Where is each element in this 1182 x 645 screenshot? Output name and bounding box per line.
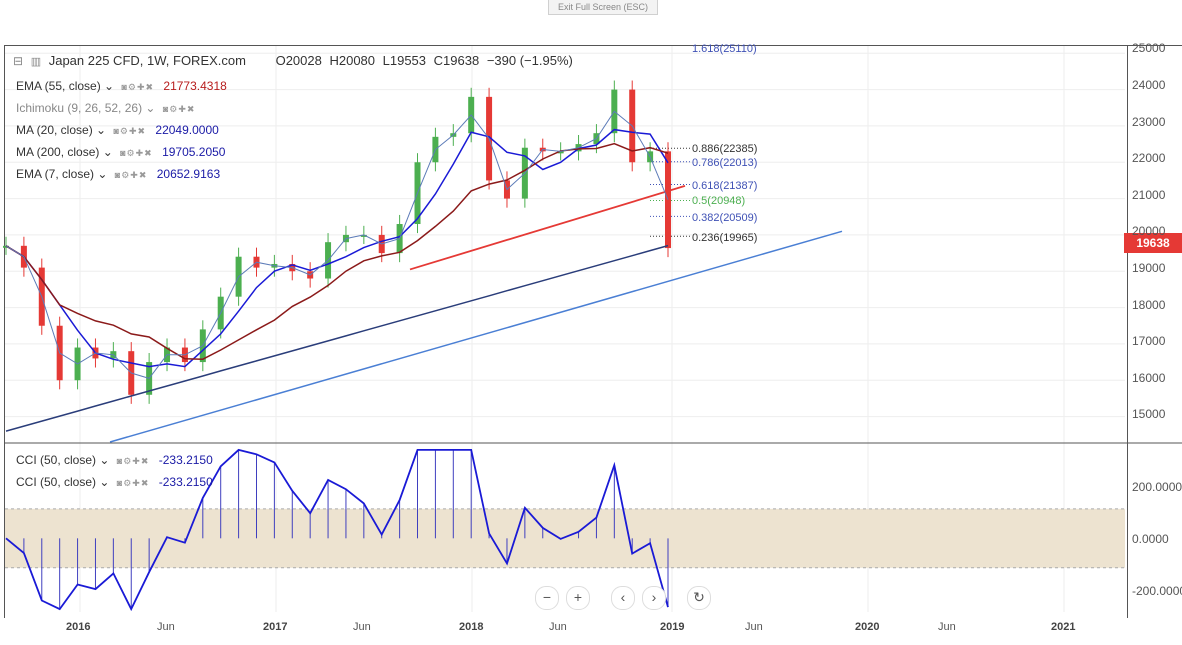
time-tick: 2019 — [660, 621, 685, 633]
price-tick: 20000 — [1132, 224, 1166, 238]
time-tick: Jun — [549, 621, 567, 633]
cci-legend-1[interactable]: CCI (50, close) ⌄ ◙⚙✚✖ -233.2150 — [16, 453, 213, 467]
ohlc-change: −390 (−1.95%) — [486, 53, 573, 68]
time-tick: Jun — [157, 621, 175, 633]
price-tick: 23000 — [1132, 115, 1166, 129]
chevron-down-icon[interactable]: ⌄ — [99, 453, 110, 467]
price-tick: 18000 — [1132, 298, 1166, 312]
cci-tick: -200.0000 — [1132, 584, 1182, 598]
scroll-right-button[interactable]: › — [642, 586, 666, 610]
ema55-line — [5, 142, 669, 360]
indicator-controls[interactable]: ◙⚙✚✖ — [116, 456, 150, 466]
fib-label-1618: 1.618(25110) — [692, 43, 757, 55]
indicator-legend-ma200[interactable]: MA (200, close) ⌄ ◙⚙✚✖ 19705.2050 — [16, 145, 226, 159]
indicator-legend-ema7[interactable]: EMA (7, close) ⌄ ◙⚙✚✖ 20652.9163 — [16, 167, 221, 181]
candle-body — [665, 151, 671, 249]
ma200-line — [5, 244, 669, 432]
ohlc-high: H20080 — [329, 53, 376, 68]
ohlc-low: L19553 — [382, 53, 427, 68]
cci-tick: 200.0000 — [1132, 480, 1182, 494]
ema7-line — [5, 110, 669, 379]
price-tick: 17000 — [1132, 334, 1166, 348]
time-tick: Jun — [745, 621, 763, 633]
price-tick: 24000 — [1132, 78, 1166, 92]
cci-legend-2[interactable]: CCI (50, close) ⌄ ◙⚙✚✖ -233.2150 — [16, 475, 213, 489]
zoom-in-button[interactable]: + — [566, 586, 590, 610]
price-tick: 25000 — [1132, 41, 1166, 55]
time-tick: 2020 — [855, 621, 880, 633]
indicator-legend-ichimoku[interactable]: Ichimoku (9, 26, 52, 26) ⌄ ◙⚙✚✖ — [16, 101, 196, 115]
chevron-down-icon[interactable]: ⌄ — [102, 145, 113, 159]
indicator-controls[interactable]: ◙⚙✚✖ — [121, 82, 155, 92]
chevron-down-icon[interactable]: ⌄ — [104, 79, 115, 93]
fib-label-0382: 0.382(20509) — [692, 212, 758, 224]
support-trendline — [109, 230, 843, 443]
chevron-down-icon[interactable]: ⌄ — [96, 123, 107, 137]
indicator-controls[interactable]: ◙⚙✚✖ — [114, 170, 148, 180]
time-tick: 2018 — [459, 621, 484, 633]
indicator-controls[interactable]: ◙⚙✚✖ — [162, 104, 196, 114]
price-tick: 21000 — [1132, 188, 1166, 202]
chart-header: ⊟ ▥ Japan 225 CFD, 1W, FOREX.com O20028 … — [13, 53, 577, 68]
fib-label-0618: 0.618(21387) — [692, 180, 758, 192]
chevron-down-icon[interactable]: ⌄ — [99, 475, 110, 489]
time-tick: 2017 — [263, 621, 288, 633]
cci-band — [5, 508, 1125, 568]
collapse-icon[interactable]: ⊟ — [13, 54, 24, 68]
cci-tick: 0.0000 — [1132, 532, 1169, 546]
time-tick: 2021 — [1051, 621, 1076, 633]
zoom-out-button[interactable]: − — [535, 586, 559, 610]
exit-fullscreen-button[interactable]: Exit Full Screen (ESC) — [548, 0, 658, 15]
candle-body — [3, 245, 9, 248]
ohlc-open: O20028 — [275, 53, 322, 68]
fib-label-0886: 0.886(22385) — [692, 143, 758, 155]
chart-frame[interactable] — [4, 45, 1128, 618]
ohlc-close: C19638 — [433, 53, 480, 68]
symbol-title: Japan 225 CFD, 1W, FOREX.com — [48, 53, 246, 68]
price-tick: 15000 — [1132, 407, 1166, 421]
fib-label-05: 0.5(20948) — [692, 195, 746, 207]
chevron-down-icon[interactable]: ⌄ — [97, 167, 108, 181]
resistance-trendline — [409, 185, 686, 271]
fib-label-0786: 0.786(22013) — [692, 157, 758, 169]
chevron-down-icon[interactable]: ⌄ — [145, 101, 156, 115]
time-tick: Jun — [353, 621, 371, 633]
price-tick: 16000 — [1132, 371, 1166, 385]
indicator-legend-ma20[interactable]: MA (20, close) ⌄ ◙⚙✚✖ 22049.0000 — [16, 123, 219, 137]
scroll-left-button[interactable]: ‹ — [611, 586, 635, 610]
cci-line — [5, 448, 669, 612]
indicator-controls[interactable]: ◙⚙✚✖ — [116, 478, 150, 488]
price-axis[interactable] — [1126, 45, 1182, 618]
price-tick: 19000 — [1132, 261, 1166, 275]
bar-chart-icon: ▥ — [30, 56, 42, 68]
candle-body — [557, 151, 564, 154]
time-tick: Jun — [938, 621, 956, 633]
indicator-controls[interactable]: ◙⚙✚✖ — [113, 126, 147, 136]
fib-label-0236: 0.236(19965) — [692, 232, 758, 244]
indicator-legend-ema55[interactable]: EMA (55, close) ⌄ ◙⚙✚✖ 21773.4318 — [16, 79, 227, 93]
last-price-badge: 19638 — [1124, 233, 1182, 253]
indicator-controls[interactable]: ◙⚙✚✖ — [120, 148, 153, 158]
reset-chart-button[interactable]: ↻ — [687, 586, 711, 610]
ma20-line — [5, 128, 669, 368]
time-tick: 2016 — [66, 621, 91, 633]
price-tick: 22000 — [1132, 151, 1166, 165]
candle-body — [360, 234, 367, 237]
